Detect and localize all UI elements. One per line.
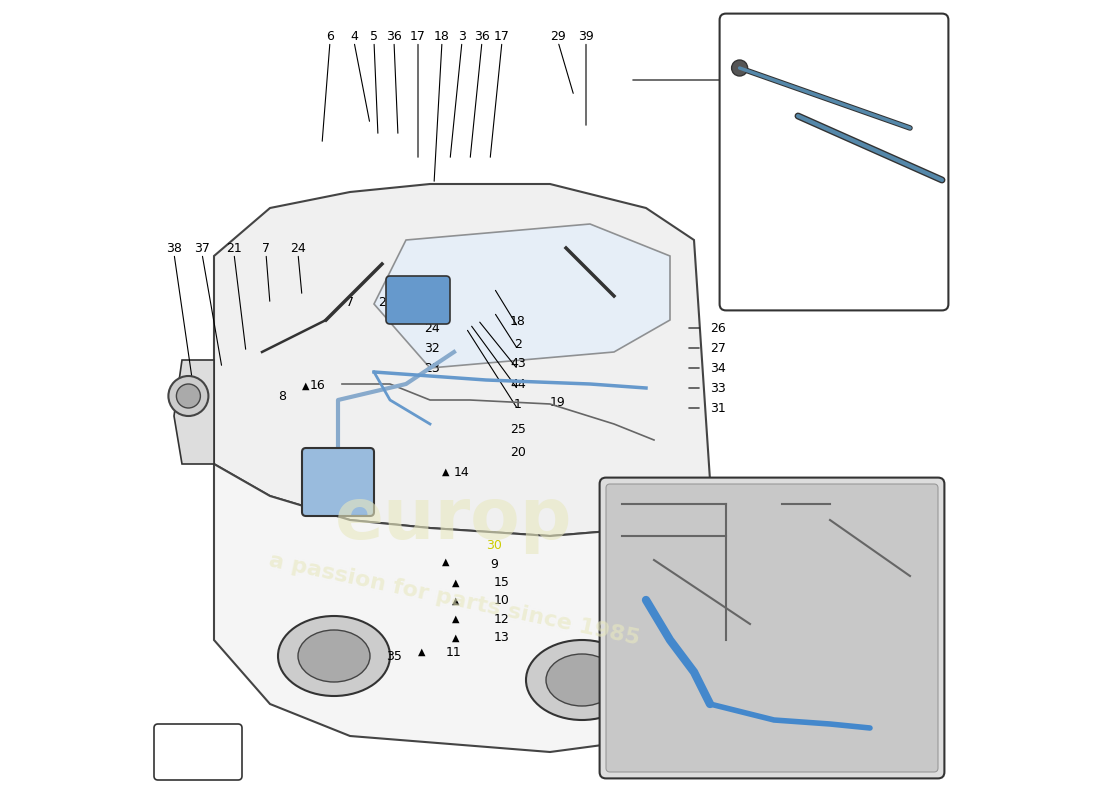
Text: 4: 4	[350, 30, 358, 42]
Text: 26: 26	[711, 322, 726, 334]
Text: 33: 33	[711, 382, 726, 394]
Text: 24: 24	[424, 322, 440, 334]
Text: 36: 36	[386, 30, 402, 42]
FancyBboxPatch shape	[302, 448, 374, 516]
Text: 28: 28	[858, 38, 873, 50]
Text: ▲: ▲	[442, 467, 450, 477]
Text: 37: 37	[194, 242, 210, 254]
Text: 1: 1	[514, 398, 521, 410]
Circle shape	[176, 384, 200, 408]
Text: 18: 18	[510, 315, 526, 328]
Text: ▲: ▲	[302, 381, 310, 390]
Text: 25: 25	[510, 423, 526, 436]
Text: 31: 31	[711, 402, 726, 414]
Text: 3: 3	[458, 30, 466, 42]
Text: 30: 30	[486, 539, 502, 552]
Text: 15: 15	[494, 576, 510, 589]
Text: 36: 36	[474, 30, 490, 42]
Ellipse shape	[278, 616, 390, 696]
Text: 41: 41	[926, 38, 942, 50]
Polygon shape	[214, 184, 710, 536]
Polygon shape	[374, 224, 670, 368]
Text: 13: 13	[494, 631, 510, 644]
Polygon shape	[214, 464, 710, 752]
Ellipse shape	[546, 654, 618, 706]
Text: 10: 10	[494, 594, 510, 607]
Text: 27: 27	[711, 342, 726, 354]
Text: 19: 19	[550, 396, 565, 409]
Text: 35: 35	[386, 650, 402, 662]
FancyBboxPatch shape	[719, 14, 948, 310]
Text: 17: 17	[494, 30, 510, 42]
Text: 18: 18	[434, 30, 450, 42]
Text: 42: 42	[790, 38, 806, 50]
Text: 17: 17	[410, 30, 426, 42]
Text: ▲: ▲	[452, 596, 460, 606]
Text: ▲: ▲	[442, 557, 450, 566]
FancyBboxPatch shape	[386, 276, 450, 324]
Text: 23: 23	[424, 362, 440, 374]
Circle shape	[168, 376, 208, 416]
Text: 34: 34	[711, 362, 726, 374]
FancyBboxPatch shape	[154, 724, 242, 780]
Text: 43: 43	[510, 358, 526, 370]
Text: 21: 21	[227, 242, 242, 254]
Text: 14: 14	[454, 466, 470, 478]
Text: 5: 5	[370, 30, 378, 42]
Text: ▲: ▲	[452, 614, 460, 624]
Text: 7: 7	[346, 296, 354, 309]
Polygon shape	[174, 360, 214, 464]
Text: a passion for parts since 1985: a passion for parts since 1985	[266, 551, 641, 649]
Text: 44: 44	[510, 378, 526, 390]
Text: 6: 6	[326, 30, 334, 42]
Text: 9: 9	[491, 558, 498, 570]
Text: 11: 11	[447, 646, 462, 658]
Ellipse shape	[526, 640, 638, 720]
Text: 20: 20	[510, 446, 526, 458]
Text: 7: 7	[262, 242, 270, 254]
Text: 8: 8	[278, 390, 286, 402]
Text: 29: 29	[550, 30, 565, 42]
Text: 30: 30	[646, 728, 662, 741]
Text: 38: 38	[166, 242, 182, 254]
FancyBboxPatch shape	[600, 478, 945, 778]
Text: 31: 31	[718, 755, 734, 768]
FancyBboxPatch shape	[606, 484, 938, 772]
Text: europ: europ	[336, 486, 573, 554]
Circle shape	[732, 60, 748, 76]
Text: 16: 16	[310, 379, 326, 392]
Text: 22: 22	[378, 296, 394, 309]
Text: 32: 32	[424, 342, 440, 354]
Text: ▲: ▲	[418, 647, 426, 657]
Text: ▲: ▲	[452, 578, 460, 587]
Text: 24: 24	[290, 242, 306, 254]
Text: ▲ = 40: ▲ = 40	[169, 745, 227, 759]
Text: 12: 12	[494, 613, 510, 626]
Ellipse shape	[298, 630, 370, 682]
Text: ▲: ▲	[452, 633, 460, 642]
Text: 39: 39	[579, 30, 594, 42]
Text: 2: 2	[514, 338, 521, 350]
